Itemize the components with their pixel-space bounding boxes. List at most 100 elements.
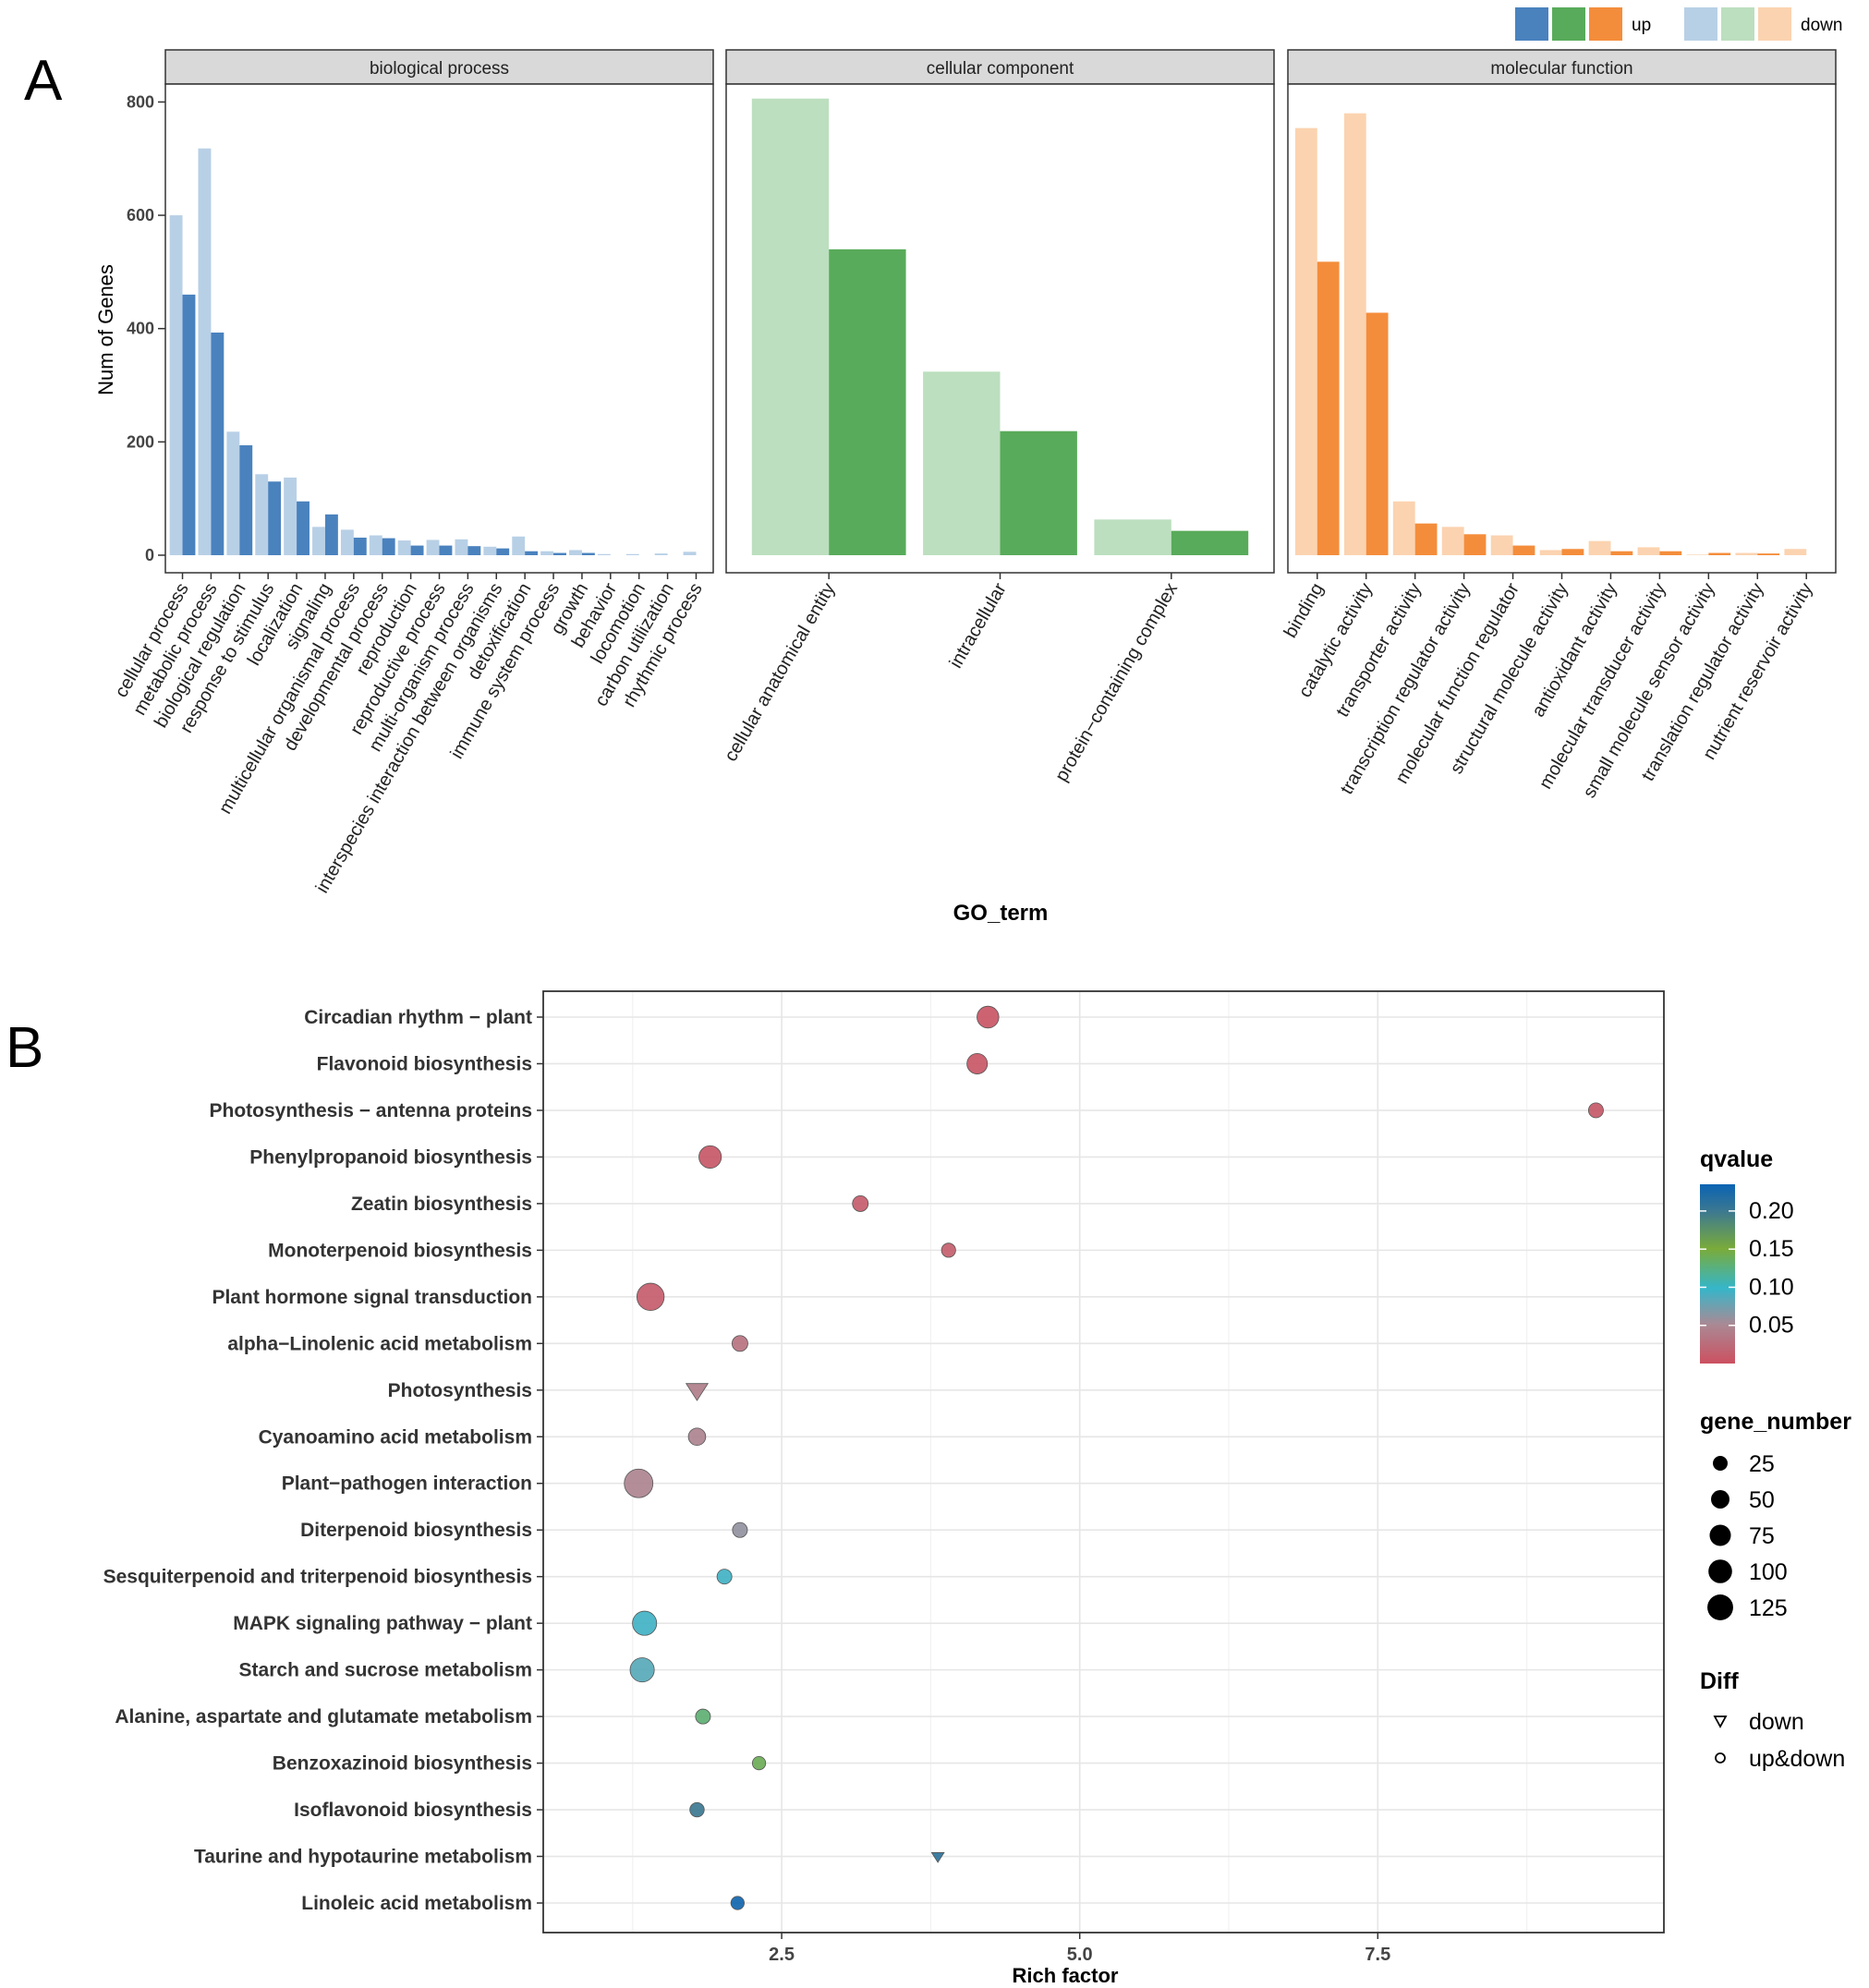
bar-up-bp	[211, 332, 225, 555]
y-term-label: Starch and sucrose metabolism	[239, 1660, 532, 1681]
bar-up-bp	[268, 481, 282, 555]
x-axis-title: GO_term	[953, 901, 1049, 926]
legend-down-label: down	[1801, 16, 1842, 35]
legend-swatch-down-cc	[1721, 7, 1754, 41]
shape-key-label: up&down	[1749, 1746, 1845, 1772]
bar-down-bp	[683, 552, 697, 555]
bar-up-mf	[1610, 551, 1633, 555]
size-key-125	[1707, 1594, 1733, 1620]
x-tick-label: cellular anatomical entity	[721, 580, 840, 766]
shape-key-down-icon	[1713, 1715, 1728, 1728]
point-1	[966, 1052, 989, 1074]
go-bar-chart: up down 0 200 400 600 800 Num of Genes GO_term bi…	[94, 7, 1842, 926]
legend-qvalue-title: qvalue	[1700, 1146, 1773, 1172]
bar-up-cc	[1000, 430, 1077, 555]
bar-down-mf	[1735, 552, 1758, 555]
point-11	[732, 1521, 748, 1538]
bar-up-cc	[1171, 530, 1249, 555]
y-term-label: Cyanoamino acid metabolism	[259, 1426, 532, 1448]
bar-down-bp	[426, 539, 440, 555]
size-key-label: 100	[1749, 1559, 1788, 1585]
point-16	[751, 1755, 767, 1771]
legend-up-label: up	[1632, 16, 1651, 35]
colorbar-label: 0.20	[1749, 1198, 1794, 1224]
kegg-bubble-chart: Circadian rhythm − plant Flavonoid biosyn…	[103, 990, 1851, 1987]
bar-down-cc	[923, 371, 1001, 555]
legend-swatch-up-mf	[1589, 7, 1622, 41]
y-term-label: MAPK signaling pathway − plant	[233, 1613, 532, 1634]
y-term-label: Isoflavonoid biosynthesis	[294, 1800, 532, 1821]
qvalue-colorbar	[1700, 1184, 1735, 1364]
y-term-label: Alanine, aspartate and glutamate metabol…	[115, 1706, 532, 1727]
bar-up-mf	[1757, 553, 1780, 555]
bar-up-bp	[353, 537, 367, 555]
colorbar-label: 0.10	[1749, 1274, 1794, 1300]
point-4	[852, 1194, 869, 1212]
bar-down-bp	[569, 550, 582, 555]
y-term-label: alpha−Linolenic acid metabolism	[227, 1333, 532, 1354]
bar-up-bp	[382, 538, 395, 555]
shape-key-updown-icon	[1715, 1752, 1726, 1764]
x-tick-label: 2.5	[769, 1945, 795, 1965]
point-0	[977, 1005, 1000, 1029]
point-2	[1587, 1102, 1604, 1119]
panel-b-label: B	[6, 1016, 43, 1080]
y-tick-label: 600	[127, 206, 154, 224]
size-key-75	[1709, 1524, 1731, 1546]
legend-swatch-down-bp	[1684, 7, 1717, 41]
legend-updown: up down	[1515, 7, 1842, 41]
y-term-label: Linoleic acid metabolism	[301, 1893, 532, 1914]
legend-swatch-down-mf	[1758, 7, 1791, 41]
legend-diff-title: Diff	[1700, 1668, 1739, 1694]
plot-frame	[542, 990, 1665, 1933]
bar-down-mf	[1784, 549, 1807, 555]
y-term-label: Taurine and hypotaurine metabolism	[194, 1847, 532, 1868]
legend-gene-number-title: gene_number	[1700, 1409, 1851, 1435]
point-7	[731, 1335, 748, 1352]
panel-a-label: A	[24, 49, 63, 113]
y-term-label: Circadian rhythm − plant	[304, 1007, 532, 1028]
y-term-label: Photosynthesis − antenna proteins	[210, 1100, 532, 1121]
y-term-label: Sesquiterpenoid and triterpenoid biosynt…	[103, 1567, 532, 1588]
size-key-25	[1713, 1456, 1728, 1471]
bar-down-bp	[597, 553, 611, 555]
bar-up-bp	[581, 552, 595, 555]
point-6	[636, 1282, 665, 1311]
facet-strip-mf	[1287, 49, 1837, 85]
bar-up-bp	[467, 546, 481, 555]
y-term-label: Plant−pathogen interaction	[282, 1473, 532, 1495]
colorbar-label: 0.15	[1749, 1236, 1794, 1262]
bar-down-mf	[1686, 554, 1709, 555]
bar-down-bp	[312, 527, 325, 555]
y-term-label: Monoterpenoid biosynthesis	[268, 1240, 532, 1261]
bar-down-bp	[369, 535, 382, 555]
size-key-label: 125	[1749, 1595, 1788, 1621]
y-term-label: Plant hormone signal transduction	[212, 1287, 532, 1308]
facet-title-cc: cellular component	[927, 59, 1074, 79]
x-tick-label: 5.0	[1067, 1945, 1093, 1965]
point-10	[624, 1468, 654, 1498]
legend-swatch-up-cc	[1552, 7, 1585, 41]
y-term-label: Flavonoid biosynthesis	[317, 1053, 532, 1074]
y-tick-label: 400	[127, 320, 154, 338]
y-tick-label: 800	[127, 92, 154, 111]
bar-down-bp	[255, 474, 269, 555]
y-term-label: Diterpenoid biosynthesis	[300, 1520, 532, 1541]
bar-up-bp	[182, 294, 196, 555]
bar-down-mf	[1392, 501, 1415, 555]
x-axis-title: Rich factor	[1013, 1964, 1119, 1987]
facet-strip-bp	[164, 49, 714, 85]
size-key-label: 75	[1749, 1523, 1775, 1549]
size-key-label: 25	[1749, 1451, 1775, 1477]
bar-up-mf	[1659, 551, 1682, 555]
bar-down-mf	[1343, 113, 1366, 555]
size-key-100	[1708, 1559, 1732, 1583]
bar-down-mf	[1539, 550, 1562, 555]
y-term-label: Benzoxazinoid biosynthesis	[273, 1753, 532, 1775]
bar-up-bp	[239, 445, 253, 555]
bar-up-mf	[1463, 534, 1487, 555]
bar-down-bp	[540, 551, 554, 555]
y-term-label: Phenylpropanoid biosynthesis	[249, 1146, 532, 1168]
